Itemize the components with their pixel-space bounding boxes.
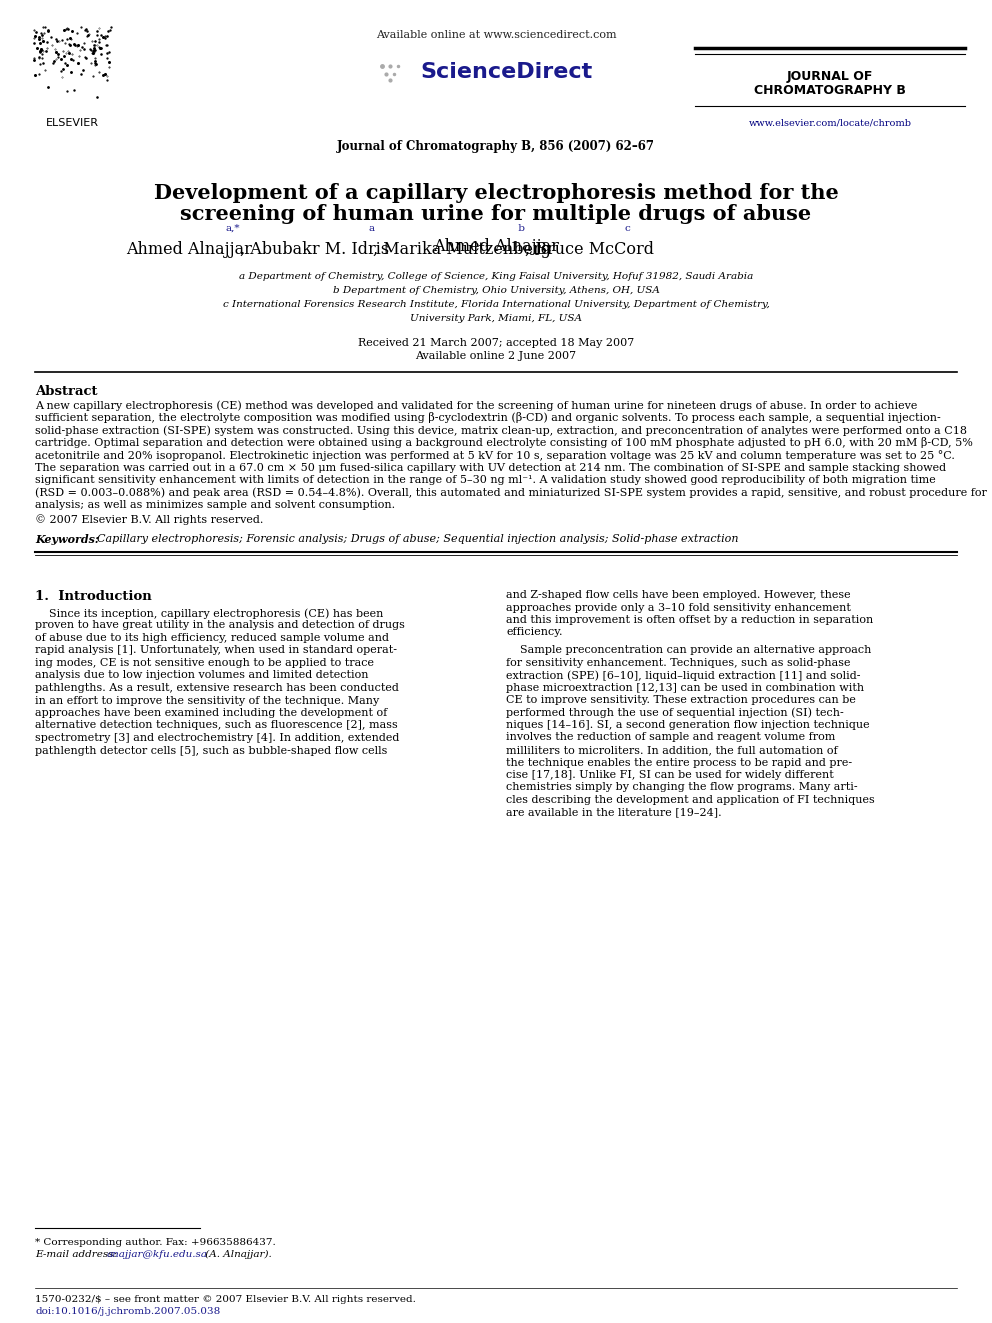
Text: analysis; as well as minimizes sample and solvent consumption.: analysis; as well as minimizes sample an… [35, 500, 395, 509]
Text: * Corresponding author. Fax: +96635886437.: * Corresponding author. Fax: +9663588643… [35, 1238, 276, 1248]
Bar [30, 25, 115, 110]
Text: Available online at www.sciencedirect.com: Available online at www.sciencedirect.co… [376, 30, 616, 40]
Text: phase microextraction [12,13] can be used in combination with: phase microextraction [12,13] can be use… [506, 683, 864, 692]
Text: a,*: a,* [226, 224, 240, 233]
Text: the technique enables the entire process to be rapid and pre-: the technique enables the entire process… [506, 758, 852, 767]
Text: significant sensitivity enhancement with limits of detection in the range of 5–3: significant sensitivity enhancement with… [35, 475, 935, 486]
Text: ELSEVIER: ELSEVIER [46, 118, 99, 128]
Text: sufficient separation, the electrolyte composition was modified using β-cyclodex: sufficient separation, the electrolyte c… [35, 413, 940, 423]
Text: doi:10.1016/j.jchromb.2007.05.038: doi:10.1016/j.jchromb.2007.05.038 [35, 1307, 220, 1316]
Text: Ahmed Alnajjar: Ahmed Alnajjar [434, 238, 558, 255]
Text: anajjar@kfu.edu.sa: anajjar@kfu.edu.sa [107, 1250, 208, 1259]
Text: (A. Alnajjar).: (A. Alnajjar). [202, 1250, 272, 1259]
Text: University Park, Miami, FL, USA: University Park, Miami, FL, USA [410, 314, 582, 323]
Text: c International Forensics Research Institute, Florida International University, : c International Forensics Research Insti… [222, 300, 770, 310]
Text: and Z-shaped flow cells have been employed. However, these: and Z-shaped flow cells have been employ… [506, 590, 850, 601]
Text: www.elsevier.com/locate/chromb: www.elsevier.com/locate/chromb [749, 118, 912, 127]
Text: CHROMATOGRAPHY B: CHROMATOGRAPHY B [754, 83, 906, 97]
Text: involves the reduction of sample and reagent volume from: involves the reduction of sample and rea… [506, 733, 835, 742]
Text: in an effort to improve the sensitivity of the technique. Many: in an effort to improve the sensitivity … [35, 696, 379, 705]
Text: approaches provide only a 3–10 fold sensitivity enhancement: approaches provide only a 3–10 fold sens… [506, 602, 851, 613]
Text: extraction (SPE) [6–10], liquid–liquid extraction [11] and solid-: extraction (SPE) [6–10], liquid–liquid e… [506, 669, 860, 680]
Text: ScienceDirect: ScienceDirect [420, 62, 592, 82]
Text: performed through the use of sequential injection (SI) tech-: performed through the use of sequential … [506, 708, 844, 718]
Text: Since its inception, capillary electrophoresis (CE) has been: Since its inception, capillary electroph… [35, 609, 383, 619]
Text: cartridge. Optimal separation and detection were obtained using a background ele: cartridge. Optimal separation and detect… [35, 438, 973, 448]
Text: , Marika Multzenberg: , Marika Multzenberg [373, 241, 551, 258]
Text: are available in the literature [19–24].: are available in the literature [19–24]. [506, 807, 721, 818]
Text: of abuse due to its high efficiency, reduced sample volume and: of abuse due to its high efficiency, red… [35, 632, 389, 643]
Text: Received 21 March 2007; accepted 18 May 2007: Received 21 March 2007; accepted 18 May … [358, 337, 634, 348]
Text: niques [14–16]. SI, a second generation flow injection technique: niques [14–16]. SI, a second generation … [506, 720, 870, 730]
Text: Development of a capillary electrophoresis method for the: Development of a capillary electrophores… [154, 183, 838, 202]
Text: efficiency.: efficiency. [506, 627, 562, 638]
Text: b Department of Chemistry, Ohio University, Athens, OH, USA: b Department of Chemistry, Ohio Universi… [332, 286, 660, 295]
Text: a Department of Chemistry, College of Science, King Faisal University, Hofuf 319: a Department of Chemistry, College of Sc… [239, 273, 753, 280]
Text: E-mail address:: E-mail address: [35, 1250, 120, 1259]
Text: approaches have been examined including the development of: approaches have been examined including … [35, 708, 387, 718]
Text: b: b [516, 224, 526, 233]
Text: 1.  Introduction: 1. Introduction [35, 590, 152, 603]
Text: Abstract: Abstract [35, 385, 97, 398]
Text: pathlengths. As a result, extensive research has been conducted: pathlengths. As a result, extensive rese… [35, 683, 399, 693]
Text: for sensitivity enhancement. Techniques, such as solid-phase: for sensitivity enhancement. Techniques,… [506, 658, 850, 668]
Text: screening of human urine for multiple drugs of abuse: screening of human urine for multiple dr… [181, 204, 811, 224]
Text: c: c [625, 224, 630, 233]
Text: spectrometry [3] and electrochemistry [4]. In addition, extended: spectrometry [3] and electrochemistry [4… [35, 733, 400, 744]
Text: acetonitrile and 20% isopropanol. Electrokinetic injection was performed at 5 kV: acetonitrile and 20% isopropanol. Electr… [35, 450, 955, 460]
Text: Capillary electrophoresis; Forensic analysis; Drugs of abuse; Sequential injecti: Capillary electrophoresis; Forensic anal… [90, 534, 738, 544]
Text: 1570-0232/$ – see front matter © 2007 Elsevier B.V. All rights reserved.: 1570-0232/$ – see front matter © 2007 El… [35, 1295, 416, 1304]
Text: analysis due to low injection volumes and limited detection: analysis due to low injection volumes an… [35, 671, 368, 680]
Text: solid-phase extraction (SI-SPE) system was constructed. Using this device, matri: solid-phase extraction (SI-SPE) system w… [35, 425, 967, 435]
Text: alternative detection techniques, such as fluorescence [2], mass: alternative detection techniques, such a… [35, 721, 398, 730]
Text: Available online 2 June 2007: Available online 2 June 2007 [416, 351, 576, 361]
Text: , Abubakr M. Idris: , Abubakr M. Idris [240, 241, 389, 258]
Text: proven to have great utility in the analysis and detection of drugs: proven to have great utility in the anal… [35, 620, 405, 631]
Text: Sample preconcentration can provide an alternative approach: Sample preconcentration can provide an a… [506, 646, 871, 655]
Text: chemistries simply by changing the flow programs. Many arti-: chemistries simply by changing the flow … [506, 782, 858, 792]
Text: rapid analysis [1]. Unfortunately, when used in standard operat-: rapid analysis [1]. Unfortunately, when … [35, 646, 397, 655]
Text: A new capillary electrophoresis (CE) method was developed and validated for the : A new capillary electrophoresis (CE) met… [35, 400, 918, 410]
Text: © 2007 Elsevier B.V. All rights reserved.: © 2007 Elsevier B.V. All rights reserved… [35, 515, 263, 525]
Text: pathlength detector cells [5], such as bubble-shaped flow cells: pathlength detector cells [5], such as b… [35, 745, 387, 755]
Text: Ahmed Alnajjar: Ahmed Alnajjar [126, 241, 252, 258]
Text: Keywords:: Keywords: [35, 534, 99, 545]
Text: Journal of Chromatography B, 856 (2007) 62–67: Journal of Chromatography B, 856 (2007) … [337, 140, 655, 153]
Text: and this improvement is often offset by a reduction in separation: and this improvement is often offset by … [506, 615, 873, 624]
Text: milliliters to microliters. In addition, the full automation of: milliliters to microliters. In addition,… [506, 745, 837, 755]
Text: (RSD = 0.003–0.088%) and peak area (RSD = 0.54–4.8%). Overall, this automated an: (RSD = 0.003–0.088%) and peak area (RSD … [35, 487, 987, 497]
Text: cise [17,18]. Unlike FI, SI can be used for widely different: cise [17,18]. Unlike FI, SI can be used … [506, 770, 833, 781]
Text: CE to improve sensitivity. These extraction procedures can be: CE to improve sensitivity. These extract… [506, 695, 856, 705]
Text: ing modes, CE is not sensitive enough to be applied to trace: ing modes, CE is not sensitive enough to… [35, 658, 374, 668]
Text: JOURNAL OF: JOURNAL OF [787, 70, 873, 83]
Text: cles describing the development and application of FI techniques: cles describing the development and appl… [506, 795, 875, 804]
Text: The separation was carried out in a 67.0 cm × 50 μm fused-silica capillary with : The separation was carried out in a 67.0… [35, 463, 946, 472]
Text: a: a [368, 224, 374, 233]
Text: , Bruce McCord: , Bruce McCord [525, 241, 654, 258]
